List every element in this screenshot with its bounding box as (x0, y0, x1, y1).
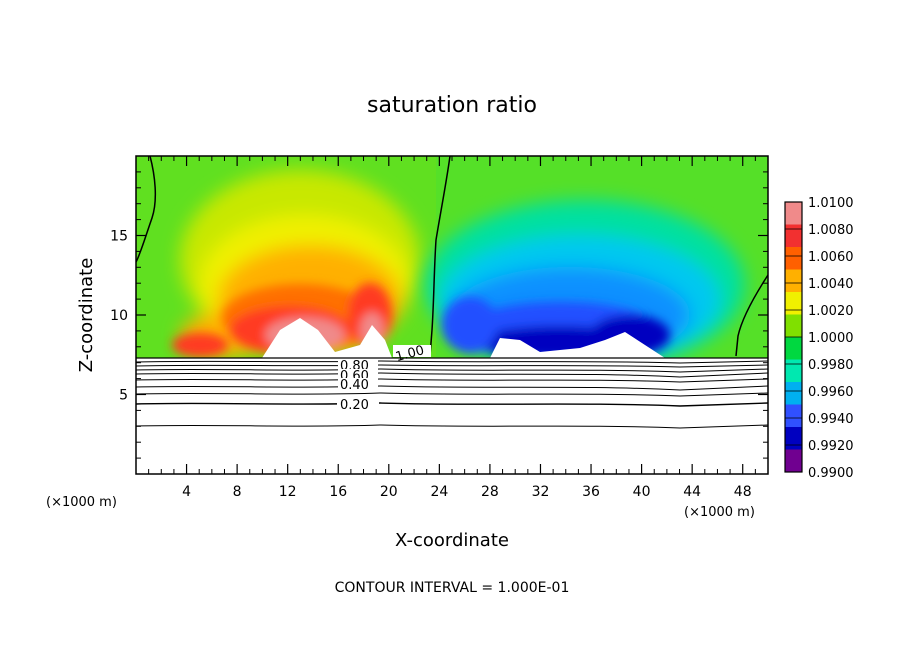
colorbar-swatch (785, 292, 802, 315)
colorbar-label: 0.9900 (808, 466, 854, 481)
contour-0-20 (136, 402, 768, 407)
x-tick-label: 36 (582, 484, 600, 500)
x-tick-label: 4 (182, 484, 191, 500)
colorbar-label: 0.9920 (808, 439, 854, 454)
x-tick-label: 12 (279, 484, 297, 500)
plot-area (136, 156, 768, 474)
contour-labels: 1.00 0.80 0.60 0.40 0.20 (337, 343, 431, 413)
x-unit-label: (×1000 m) (684, 505, 755, 520)
contour-0-60 (136, 372, 768, 378)
colorbar-swatch (785, 449, 802, 473)
contour-label-bg-5 (337, 397, 379, 410)
y-axis-label: Z-coordinate (76, 258, 97, 373)
colorbar-swatch (785, 382, 802, 405)
colorbar-swatch (785, 224, 802, 248)
colorbar-label: 0.9960 (808, 385, 854, 400)
x-tick-label: 24 (430, 484, 448, 500)
colorbar-swatch (785, 337, 802, 360)
colorbar-label: 0.9980 (808, 358, 854, 373)
y-tick-label: 5 (119, 388, 128, 404)
contour-0-90 (136, 360, 768, 364)
y-tick-label: 10 (110, 308, 128, 324)
white-cap-left (262, 318, 392, 358)
contour-0-30 (136, 392, 768, 397)
contour-label-0-40: 0.40 (340, 378, 369, 393)
colorbar-label: 0.9940 (808, 412, 854, 427)
white-cap-right (490, 332, 665, 358)
contour-label-bg-3 (338, 369, 378, 380)
colorbar-label: 1.0080 (808, 223, 854, 238)
x-tick-label: 32 (532, 484, 550, 500)
y-tick-label: 15 (110, 229, 128, 245)
colorbar-swatch (785, 404, 802, 428)
colorbar-label: 1.0040 (808, 277, 854, 292)
x-tick-label: 48 (734, 484, 752, 500)
contour-1-00-left (136, 156, 157, 263)
contour-label-bg-2 (338, 359, 378, 371)
colorbar-swatch (785, 359, 802, 383)
z-unit-label: (×1000 m) (46, 495, 117, 510)
chart-title: saturation ratio (367, 93, 537, 118)
x-tick-label: 8 (233, 484, 242, 500)
colorbar: 1.0100 1.0080 1.0060 1.0040 1.0020 1.0000 0.99… (784, 196, 854, 481)
contour-0-50 (136, 378, 768, 383)
x-tick-label: 16 (329, 484, 347, 500)
below-range-area (136, 358, 768, 474)
x-tick-label: 20 (380, 484, 398, 500)
colorbar-label: 1.0100 (808, 196, 854, 211)
x-tick-label: 44 (683, 484, 701, 500)
contour-lines (136, 156, 768, 429)
contour-0-70 (136, 368, 768, 373)
contour-0-40 (136, 385, 768, 391)
colorbar-swatch (785, 314, 802, 338)
contour-1-00-right (735, 274, 768, 357)
colorbar-swatch (785, 427, 802, 450)
contour-label-0-20: 0.20 (340, 398, 369, 413)
colorbar-swatch (785, 269, 802, 293)
contour-0-10 (136, 424, 768, 429)
x-tick-label: 28 (481, 484, 499, 500)
colorbar-swatch (785, 247, 802, 270)
colorbar-swatch (785, 202, 802, 225)
colorbar-label: 1.0000 (808, 331, 854, 346)
x-axis-ticks: 4 8 12 16 20 24 28 32 36 40 44 48 (148, 156, 756, 500)
contour-1-00-middle (429, 156, 451, 357)
x-tick-label: 40 (633, 484, 651, 500)
contour-0-80 (136, 364, 768, 368)
x-axis-label: X-coordinate (395, 530, 509, 551)
colorbar-label: 1.0020 (808, 304, 854, 319)
contour-label-1-00: 1.00 (394, 343, 426, 365)
y-axis-ticks: 5 10 15 (110, 171, 768, 459)
contour-label-bg-4 (338, 378, 378, 390)
contour-label-bg-1 (393, 345, 431, 357)
colorbar-label: 1.0060 (808, 250, 854, 265)
contour-interval-note: CONTOUR INTERVAL = 1.000E-01 (335, 580, 570, 596)
